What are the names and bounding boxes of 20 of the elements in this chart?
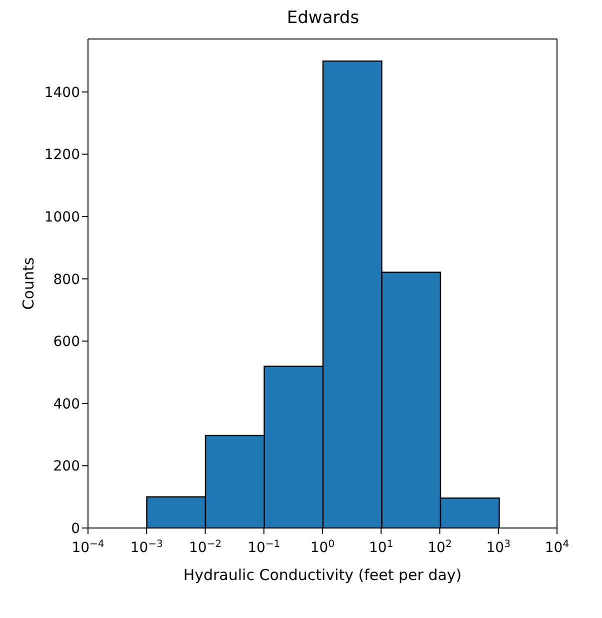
x-tick-label: 10$^{2}$ (428, 538, 452, 556)
x-tick-label: 10$^{−3}$ (130, 538, 163, 556)
y-tick-label: 0 (71, 520, 80, 537)
chart-title: Edwards (286, 8, 360, 28)
y-tick-label: 1000 (44, 210, 80, 226)
x-axis-title: Hydraulic Conductivity (feet per day) (183, 566, 462, 584)
x-tick-label: 10$^{−2}$ (188, 538, 222, 556)
y-tick-label: 200 (53, 458, 80, 475)
x-tick-label: 10$^{−4}$ (72, 538, 104, 556)
y-tick-label: 1200 (44, 147, 80, 164)
x-tick-label: 10$^{4}$ (544, 538, 570, 556)
y-tick-label: 1400 (44, 84, 80, 101)
y-tick-label: 400 (53, 396, 80, 412)
y-tick-label: 600 (53, 334, 80, 350)
y-axis-title: Counts (19, 257, 38, 310)
y-tick-label: 800 (53, 272, 80, 288)
x-tick-label: 10$^{3}$ (486, 538, 510, 556)
x-tick-label: 10$^{−1}$ (248, 538, 280, 556)
x-tick-label: 10$^{0}$ (310, 538, 335, 556)
x-tick-label: 10$^{1}$ (369, 538, 394, 556)
